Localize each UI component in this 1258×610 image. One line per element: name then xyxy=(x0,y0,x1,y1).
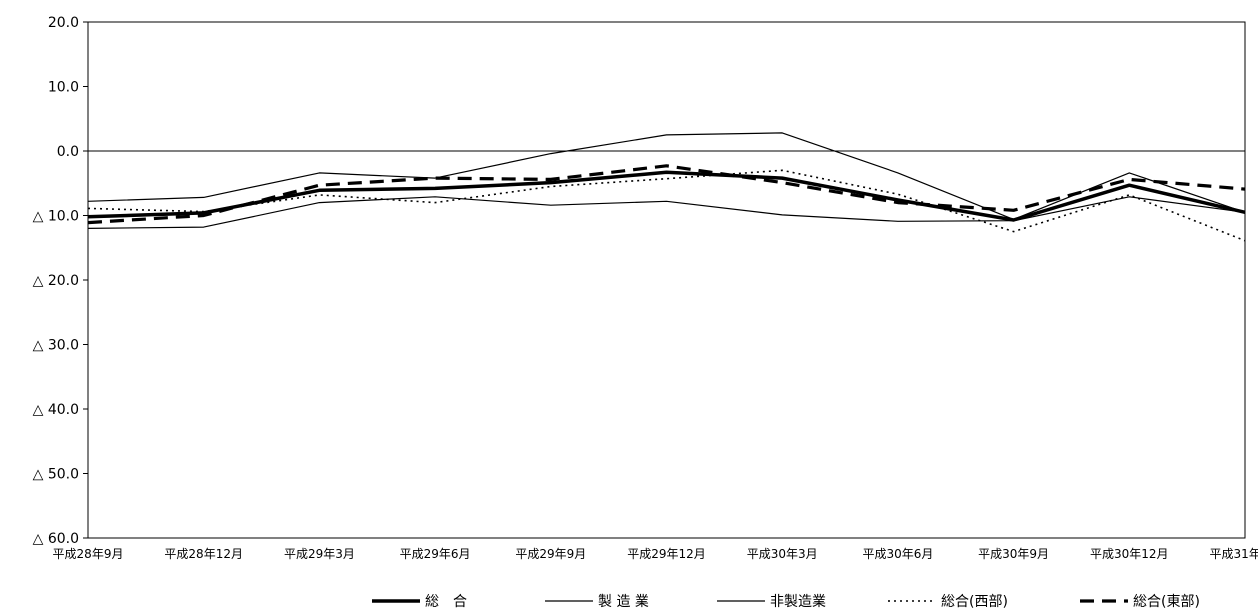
y-tick-label: 0.0 xyxy=(57,144,79,160)
y-tick-label: △ 20.0 xyxy=(33,273,79,289)
y-tick-label: △ 40.0 xyxy=(33,402,79,418)
legend-label-1: 総 合 xyxy=(425,594,467,610)
y-tick-label: △ 30.0 xyxy=(33,338,79,354)
y-tick-label: △ 50.0 xyxy=(33,467,79,483)
x-tick-label: 平成29年9月 xyxy=(515,547,586,561)
y-tick-label: △ 10.0 xyxy=(33,209,79,225)
series-line-5 xyxy=(87,164,1246,225)
y-tick-label: 10.0 xyxy=(48,80,79,96)
y-tick-label: △ 60.0 xyxy=(33,531,79,547)
legend-label-4: 総合(西部) xyxy=(941,594,1008,610)
x-tick-label: 平成28年12月 xyxy=(164,547,243,561)
x-tick-label: 平成30年9月 xyxy=(978,547,1049,561)
series-line-2 xyxy=(87,132,1246,220)
x-tick-label: 平成30年12月 xyxy=(1090,547,1169,561)
series-line-4 xyxy=(87,169,1246,242)
x-tick-label: 平成31年3月 xyxy=(1210,547,1258,561)
x-tick-label: 平成29年12月 xyxy=(627,547,706,561)
series-line-1 xyxy=(87,170,1246,222)
x-tick-label: 平成30年6月 xyxy=(862,547,933,561)
legend-label-2: 製 造 業 xyxy=(598,594,649,610)
y-tick-label: 20.0 xyxy=(48,15,79,31)
x-tick-label: 平成29年6月 xyxy=(400,547,471,561)
legend-label-3: 非製造業 xyxy=(770,594,826,610)
plot-area xyxy=(87,21,1246,539)
x-tick-label: 平成30年3月 xyxy=(747,547,818,561)
x-tick-label: 平成29年3月 xyxy=(284,547,355,561)
series-line-3 xyxy=(87,196,1246,229)
x-tick-label: 平成28年9月 xyxy=(53,547,124,561)
legend-label-5: 総合(東部) xyxy=(1133,594,1200,610)
